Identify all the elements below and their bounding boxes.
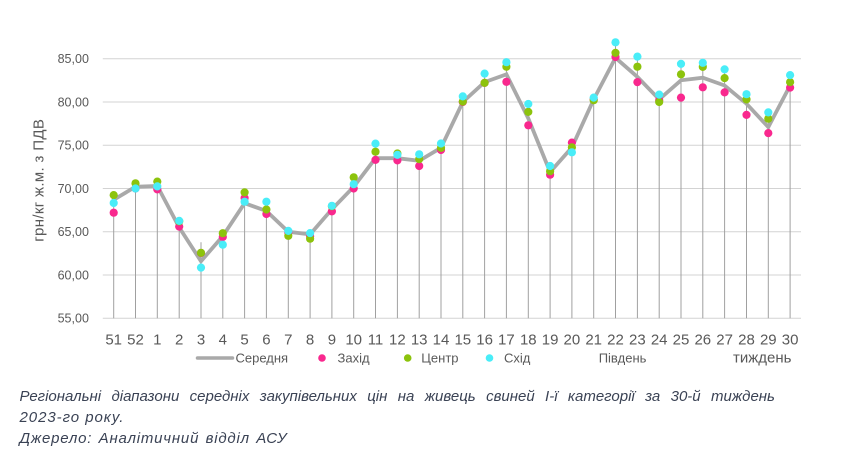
svg-text:4: 4 [219, 332, 227, 349]
svg-text:51: 51 [105, 332, 122, 349]
svg-text:85,00: 85,00 [58, 52, 89, 66]
svg-text:27: 27 [716, 332, 733, 349]
svg-text:грн/кг ж.м. з ПДВ: грн/кг ж.м. з ПДВ [31, 119, 48, 242]
svg-text:13: 13 [411, 332, 428, 349]
svg-text:15: 15 [454, 332, 471, 349]
svg-text:Схід: Схід [504, 351, 531, 366]
svg-text:11: 11 [368, 332, 384, 349]
svg-text:65,00: 65,00 [58, 225, 89, 239]
svg-text:70,00: 70,00 [58, 182, 89, 196]
svg-text:Захід: Захід [338, 351, 370, 366]
svg-text:5: 5 [240, 332, 248, 349]
svg-text:23: 23 [629, 332, 646, 349]
svg-text:7: 7 [284, 332, 292, 349]
svg-text:Південь: Південь [599, 351, 647, 366]
svg-text:14: 14 [433, 332, 450, 349]
svg-text:25: 25 [673, 332, 690, 349]
svg-text:21: 21 [585, 332, 602, 349]
svg-text:60,00: 60,00 [58, 268, 89, 282]
svg-text:22: 22 [607, 332, 624, 349]
svg-text:12: 12 [389, 332, 406, 349]
svg-text:3: 3 [197, 332, 205, 349]
svg-text:24: 24 [651, 332, 668, 349]
svg-text:30: 30 [782, 332, 799, 349]
svg-text:52: 52 [127, 332, 144, 349]
svg-text:16: 16 [476, 332, 493, 349]
svg-text:Центр: Центр [421, 351, 458, 366]
svg-text:тиждень: тиждень [733, 350, 792, 367]
svg-text:75,00: 75,00 [58, 139, 89, 153]
svg-text:6: 6 [262, 332, 270, 349]
svg-text:17: 17 [498, 332, 515, 349]
svg-text:9: 9 [328, 332, 336, 349]
svg-text:29: 29 [760, 332, 777, 349]
svg-text:10: 10 [345, 332, 362, 349]
svg-text:80,00: 80,00 [58, 95, 89, 109]
svg-text:55,00: 55,00 [58, 312, 89, 326]
svg-text:Середня: Середня [236, 351, 289, 366]
svg-text:8: 8 [306, 332, 314, 349]
svg-text:20: 20 [564, 332, 581, 349]
svg-text:1: 1 [153, 332, 161, 349]
svg-text:19: 19 [542, 332, 559, 349]
svg-text:26: 26 [694, 332, 711, 349]
svg-text:28: 28 [738, 332, 755, 349]
svg-text:18: 18 [520, 332, 537, 349]
svg-text:2: 2 [175, 332, 183, 349]
